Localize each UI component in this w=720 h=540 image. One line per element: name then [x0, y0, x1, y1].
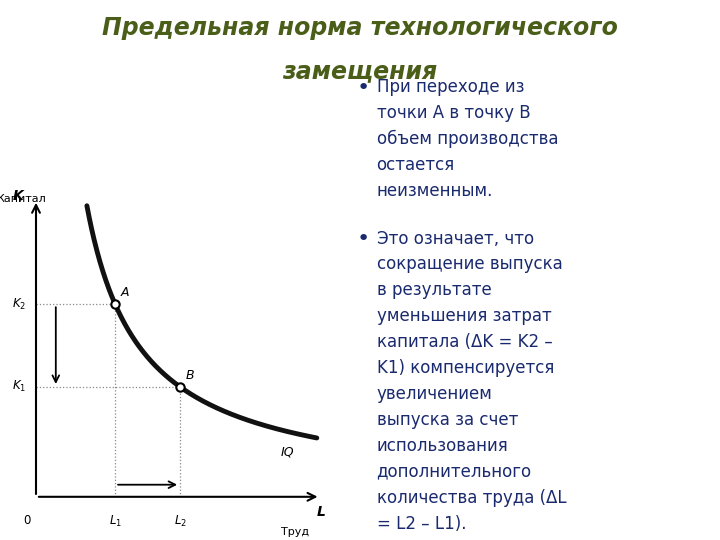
Text: увеличением: увеличением [377, 385, 492, 403]
Text: остается: остается [377, 156, 455, 174]
Text: Капитал: Капитал [0, 194, 46, 205]
Text: дополнительного: дополнительного [377, 463, 531, 481]
Text: замещения: замещения [282, 59, 438, 83]
Text: капитала (ΔK = K2 –: капитала (ΔK = K2 – [377, 333, 552, 351]
Text: $L_2$: $L_2$ [174, 515, 186, 530]
Text: в результате: в результате [377, 281, 491, 299]
Text: объем производства: объем производства [377, 130, 558, 148]
Text: Труд: Труд [281, 527, 309, 537]
Text: •: • [356, 78, 369, 98]
Text: Предельная норма технологического: Предельная норма технологического [102, 16, 618, 40]
Text: A: A [121, 286, 129, 299]
Text: использования: использования [377, 437, 508, 455]
Text: количества труда (ΔL: количества труда (ΔL [377, 489, 566, 507]
Text: 0: 0 [23, 515, 30, 528]
Text: $L_1$: $L_1$ [109, 515, 122, 530]
Text: IQ: IQ [281, 446, 294, 458]
Text: = L2 – L1).: = L2 – L1). [377, 515, 466, 532]
Text: $K_1$: $K_1$ [12, 379, 26, 394]
Text: B: B [186, 369, 194, 382]
Text: $K_2$: $K_2$ [12, 297, 26, 312]
Text: Это означает, что: Это означает, что [377, 230, 534, 247]
Text: K1) компенсируется: K1) компенсируется [377, 359, 554, 377]
Text: L: L [317, 505, 325, 519]
Text: При переходе из: При переходе из [377, 78, 524, 96]
Text: сокращение выпуска: сокращение выпуска [377, 255, 562, 273]
Text: точки А в точку В: точки А в точку В [377, 104, 530, 122]
Text: неизменным.: неизменным. [377, 182, 493, 200]
Text: выпуска за счет: выпуска за счет [377, 411, 518, 429]
Text: уменьшения затрат: уменьшения затрат [377, 307, 552, 325]
Text: •: • [356, 230, 369, 249]
Text: K: K [13, 188, 23, 202]
